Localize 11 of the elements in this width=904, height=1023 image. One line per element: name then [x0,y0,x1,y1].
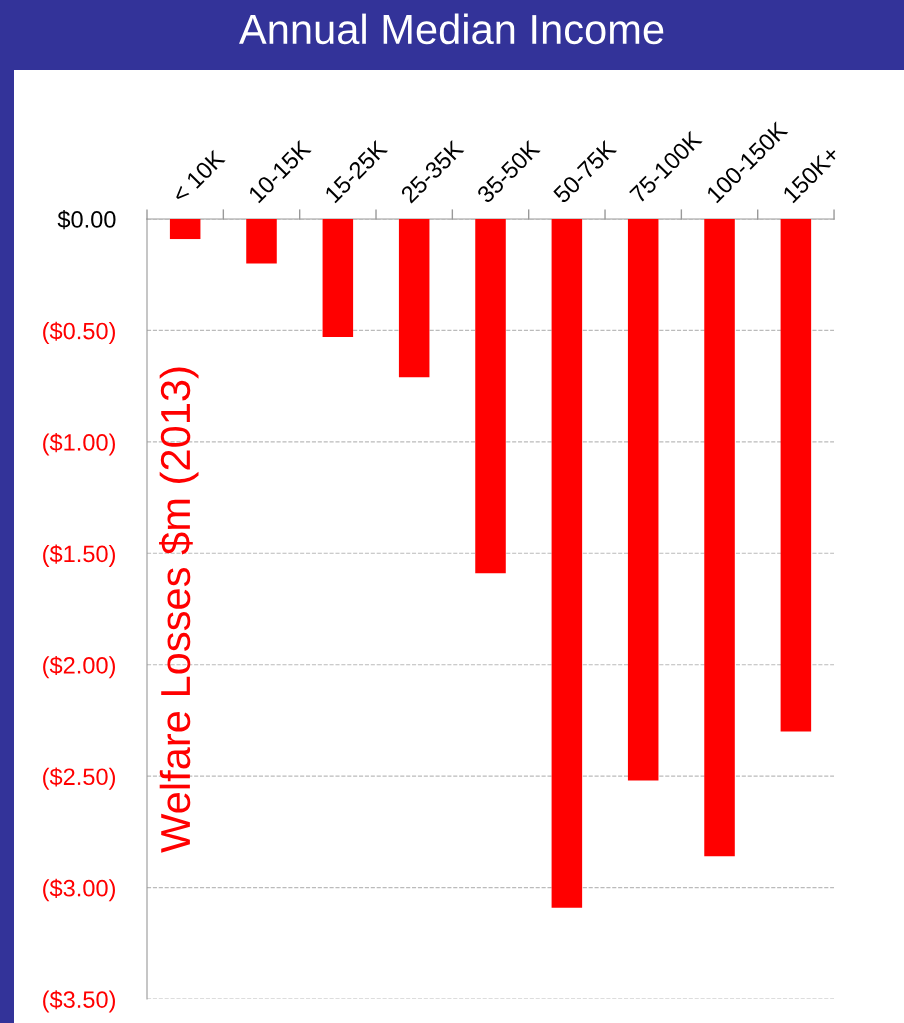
y-tick-label: ($0.50) [43,321,115,345]
y-tick-label: ($3.00) [43,878,115,902]
y-tick-label: ($2.00) [43,655,115,679]
chart-title: Annual Median Income [239,13,664,45]
y-tick-label: ($1.00) [43,433,115,456]
y-tick-label: ($1.50) [43,544,115,567]
y-tick-label: ($2.50) [43,767,115,790]
y-tick-label: $0.00 [57,210,116,230]
y-tick-label: ($3.50) [43,990,115,1013]
x-tick-label: < 10K [170,148,226,204]
y-axis-title: Welfare Losses $m (2013) [159,367,199,853]
